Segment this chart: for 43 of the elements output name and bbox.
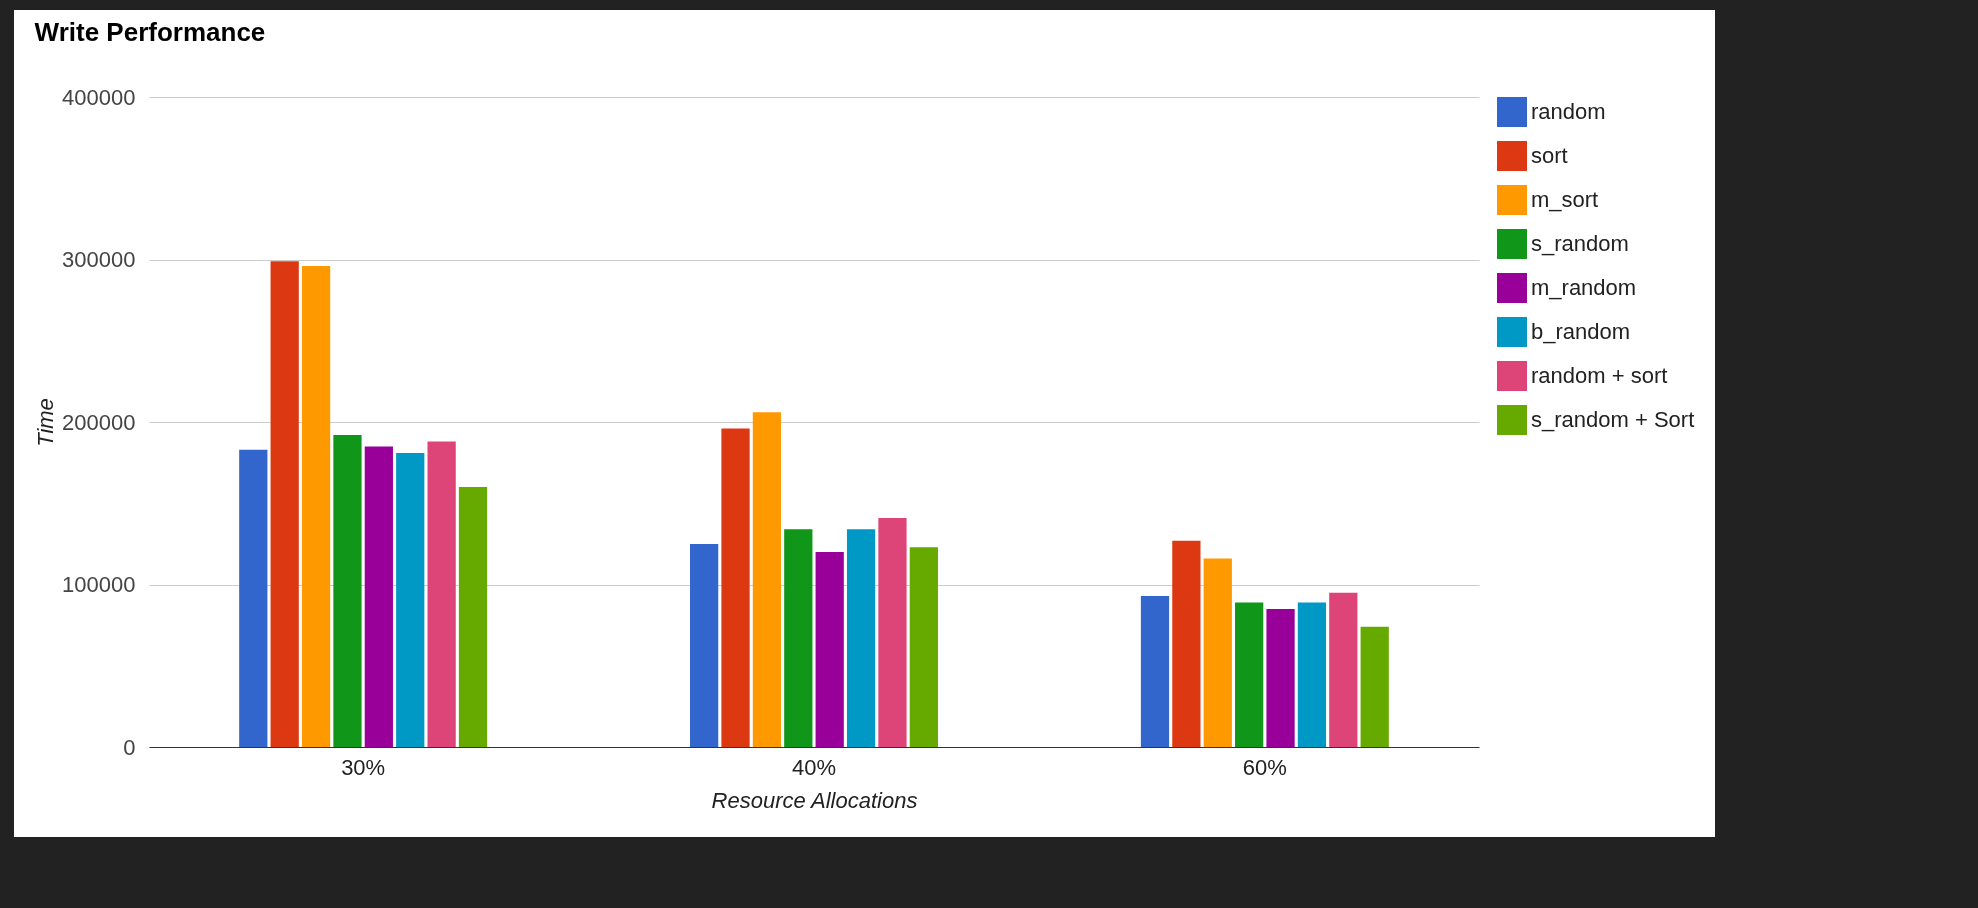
bar (815, 552, 844, 747)
y-tick-label: 200000 (62, 409, 136, 435)
bar (784, 529, 813, 747)
bar (1360, 626, 1389, 747)
bar (1140, 595, 1170, 747)
bar (458, 487, 488, 747)
bar (721, 428, 750, 747)
bar (427, 441, 456, 747)
bar (878, 517, 907, 747)
x-tick-label: 40% (791, 754, 837, 780)
y-axis-title: Time (33, 398, 59, 447)
chart-title: Write Performance (34, 17, 266, 47)
bar (690, 543, 719, 747)
x-tick-label: 60% (1242, 754, 1287, 780)
bar (396, 452, 425, 747)
bar (1266, 608, 1295, 747)
legend-label: s_random (1531, 231, 1629, 256)
bar (1172, 540, 1201, 747)
bar (752, 412, 782, 747)
bar (909, 547, 938, 747)
bar (301, 266, 331, 747)
bar (1203, 558, 1232, 747)
x-axis-title: Resource Allocations (711, 787, 918, 813)
y-tick-label: 100000 (62, 572, 136, 597)
bar (270, 261, 299, 747)
legend-label: random + sort (1531, 363, 1668, 388)
y-tick-label: 400000 (62, 84, 136, 110)
legend-label: random (1531, 99, 1606, 124)
legend-label: b_random (1531, 319, 1631, 344)
legend-label: sort (1531, 143, 1568, 168)
bar (1297, 602, 1327, 747)
bar (364, 446, 393, 747)
x-tick-label: 30% (341, 754, 386, 780)
y-tick-label: 300000 (62, 247, 136, 272)
legend-label: s_random + Sort (1531, 407, 1695, 432)
legend-label: m_random (1531, 275, 1637, 300)
bar (846, 529, 876, 747)
bar (239, 449, 268, 747)
bar (1235, 602, 1264, 747)
legend-label: m_sort (1531, 187, 1599, 212)
bar (1329, 592, 1358, 747)
y-tick-label: 0 (123, 734, 136, 760)
bar (333, 435, 362, 747)
